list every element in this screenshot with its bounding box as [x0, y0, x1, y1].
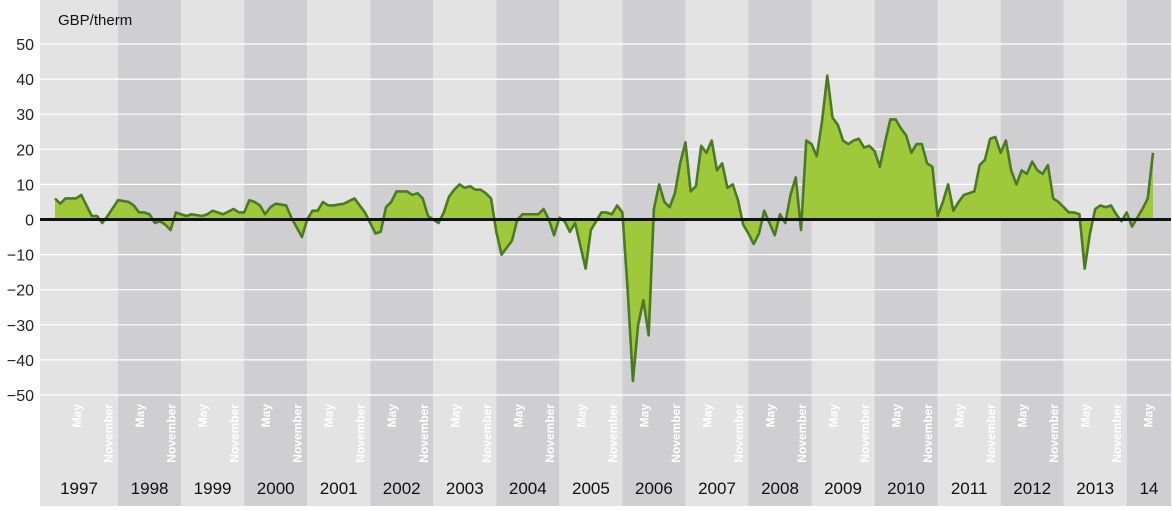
- year-band-2002: [370, 0, 434, 506]
- month-label-may: May: [637, 404, 651, 428]
- month-label-november: November: [417, 404, 431, 463]
- year-band-2003: [433, 0, 497, 506]
- year-band-1998: [118, 0, 182, 506]
- month-label-november: November: [606, 404, 620, 463]
- month-label-november: November: [669, 404, 683, 463]
- year-band-2004: [496, 0, 560, 506]
- y-tick-label: −20: [7, 283, 34, 300]
- year-label: 2013: [1076, 479, 1114, 498]
- year-band-2001: [307, 0, 371, 506]
- month-label-may: May: [1079, 404, 1093, 428]
- year-band-2012: [1000, 0, 1064, 506]
- month-label-may: May: [511, 404, 525, 428]
- month-labels: May November May November May November May Nove…: [70, 404, 1156, 463]
- y-tick-label: 50: [16, 37, 34, 54]
- month-label-may: May: [322, 404, 336, 428]
- month-label-may: May: [890, 404, 904, 428]
- year-label: 2004: [509, 479, 547, 498]
- year-label: 1999: [194, 479, 232, 498]
- year-label: 2010: [887, 479, 925, 498]
- year-label: 2009: [824, 479, 862, 498]
- year-bands: [40, 0, 1171, 506]
- year-label: 2005: [572, 479, 610, 498]
- series-line: [54, 74, 1155, 383]
- month-label-may: May: [133, 404, 147, 428]
- y-tick-label: −30: [7, 318, 34, 335]
- year-label: 2000: [257, 479, 295, 498]
- year-label: 2006: [635, 479, 673, 498]
- y-tick-label: 0: [25, 213, 34, 230]
- month-label-november: November: [921, 404, 935, 463]
- month-label-november: November: [858, 404, 872, 463]
- month-label-may: May: [827, 404, 841, 428]
- year-label: 2012: [1013, 479, 1051, 498]
- y-tick-label: 30: [16, 107, 34, 124]
- year-label: 2007: [698, 479, 736, 498]
- year-band-2013: [1063, 0, 1127, 506]
- year-label: 1998: [131, 479, 169, 498]
- month-label-may: May: [70, 404, 84, 428]
- month-label-may: May: [574, 404, 588, 428]
- year-label: 2003: [446, 479, 484, 498]
- month-label-november: November: [102, 404, 116, 463]
- year-band-2011: [937, 0, 1001, 506]
- year-band-2005: [559, 0, 623, 506]
- month-label-may: May: [764, 404, 778, 428]
- year-band-2008: [748, 0, 812, 506]
- year-label: 14: [1139, 479, 1158, 498]
- y-tick-label: −10: [7, 248, 34, 265]
- y-tick-label: 40: [16, 72, 34, 89]
- month-label-november: November: [732, 404, 746, 463]
- year-band-1999: [181, 0, 245, 506]
- unit-label: GBP/therm: [58, 12, 132, 29]
- y-tick-label: 10: [16, 177, 34, 194]
- month-label-may: May: [1142, 404, 1156, 428]
- year-label: 2011: [951, 479, 988, 498]
- month-label-november: November: [795, 404, 809, 463]
- month-label-may: May: [953, 404, 967, 428]
- year-label: 2008: [761, 479, 799, 498]
- month-label-november: November: [1110, 404, 1124, 463]
- month-label-may: May: [259, 404, 273, 428]
- y-axis-ticks: 50 40 30 20 10 0 −10 −20 −30 −40 −50: [7, 37, 34, 405]
- year-band-2000: [244, 0, 308, 506]
- year-band-1997: [40, 0, 119, 506]
- month-label-november: November: [1047, 404, 1061, 463]
- year-band-14: [1126, 0, 1171, 506]
- month-label-may: May: [385, 404, 399, 428]
- year-label: 2002: [383, 479, 421, 498]
- month-label-november: November: [354, 404, 368, 463]
- plot-area: [54, 74, 1155, 383]
- month-label-may: May: [196, 404, 210, 428]
- month-label-november: November: [291, 404, 305, 463]
- month-label-november: November: [165, 404, 179, 463]
- month-label-november: November: [984, 404, 998, 463]
- y-tick-label: 20: [16, 142, 34, 159]
- month-label-may: May: [1016, 404, 1030, 428]
- year-label: 1997: [60, 479, 98, 498]
- month-label-may: May: [700, 404, 714, 428]
- year-band-2010: [874, 0, 938, 506]
- y-tick-label: −40: [7, 353, 34, 370]
- month-label-november: November: [543, 404, 557, 463]
- month-label-may: May: [448, 404, 462, 428]
- year-label: 2001: [320, 479, 358, 498]
- year-band-2009: [811, 0, 875, 506]
- y-tick-label: −50: [7, 388, 34, 405]
- month-label-november: November: [228, 404, 242, 463]
- month-label-november: November: [480, 404, 494, 463]
- year-band-2007: [685, 0, 749, 506]
- year-labels: 1997 1998 1999 2000 2001 2002 2003 2004 2005 2006…: [60, 479, 1158, 498]
